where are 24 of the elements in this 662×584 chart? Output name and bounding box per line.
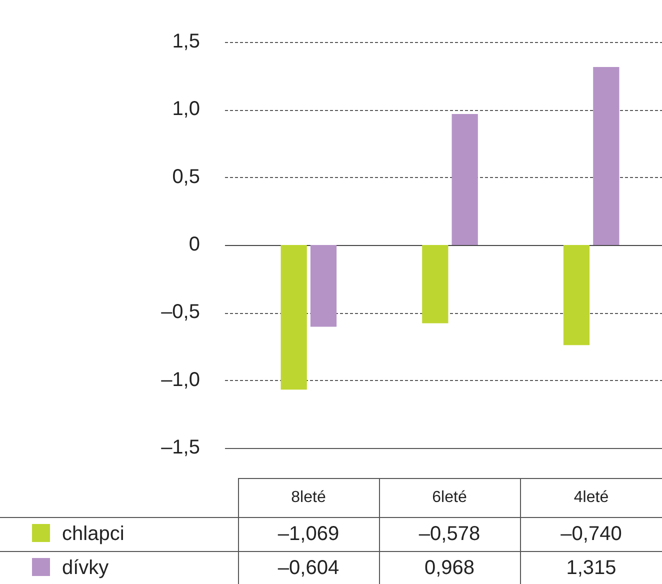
x-tick-label: 8leté xyxy=(238,478,379,518)
data-label: 1,315 xyxy=(520,552,662,584)
x-tick-label: 6leté xyxy=(379,478,520,518)
y-tick-label: –1,0 xyxy=(161,368,200,391)
data-label: –0,578 xyxy=(379,518,520,552)
y-tick-label: 0 xyxy=(188,234,200,256)
y-tick-label: 1,0 xyxy=(172,98,200,120)
data-label: –1,069 xyxy=(238,518,379,552)
y-tick-label: –0,5 xyxy=(161,301,200,324)
legend-label: chlapci xyxy=(0,518,238,552)
legend-label: dívky xyxy=(0,552,238,584)
bar xyxy=(422,245,448,324)
bar xyxy=(452,114,478,245)
bar xyxy=(563,245,590,346)
y-tick-label: 1,5 xyxy=(172,30,200,53)
data-label: 0,968 xyxy=(379,552,520,584)
y-tick-label: 0,5 xyxy=(172,166,200,188)
bar xyxy=(593,67,620,245)
bar xyxy=(280,245,307,390)
data-label: –0,604 xyxy=(238,552,379,584)
bar xyxy=(310,245,337,327)
x-tick-label: 4leté xyxy=(520,478,662,518)
data-label: –0,740 xyxy=(520,518,662,552)
y-tick-label: –1,5 xyxy=(161,436,200,459)
